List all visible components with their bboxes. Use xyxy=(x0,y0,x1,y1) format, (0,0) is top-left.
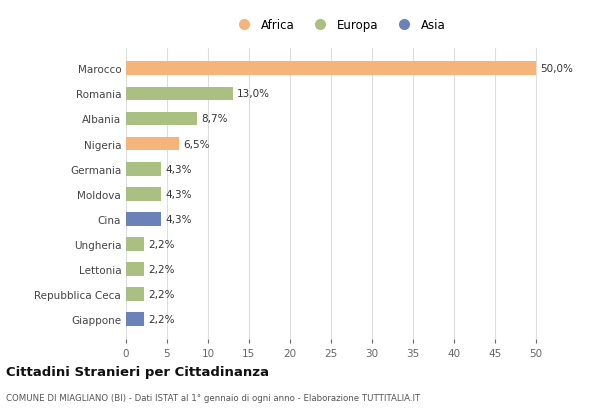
Bar xyxy=(126,238,144,251)
Text: 50,0%: 50,0% xyxy=(540,64,572,74)
Bar xyxy=(126,212,161,226)
Bar xyxy=(126,137,179,151)
Text: 13,0%: 13,0% xyxy=(236,89,269,99)
Text: 2,2%: 2,2% xyxy=(148,264,175,274)
Text: 6,5%: 6,5% xyxy=(184,139,210,149)
Bar xyxy=(126,288,144,301)
Text: COMUNE DI MIAGLIANO (BI) - Dati ISTAT al 1° gennaio di ogni anno - Elaborazione : COMUNE DI MIAGLIANO (BI) - Dati ISTAT al… xyxy=(6,393,420,402)
Text: 4,3%: 4,3% xyxy=(166,164,192,174)
Text: Cittadini Stranieri per Cittadinanza: Cittadini Stranieri per Cittadinanza xyxy=(6,365,269,378)
Legend: Africa, Europa, Asia: Africa, Europa, Asia xyxy=(227,14,451,37)
Text: 2,2%: 2,2% xyxy=(148,290,175,299)
Bar xyxy=(126,187,161,201)
Bar xyxy=(126,312,144,326)
Text: 8,7%: 8,7% xyxy=(202,114,228,124)
Text: 4,3%: 4,3% xyxy=(166,214,192,224)
Bar xyxy=(126,62,536,76)
Text: 2,2%: 2,2% xyxy=(148,239,175,249)
Bar xyxy=(126,263,144,276)
Text: 2,2%: 2,2% xyxy=(148,315,175,324)
Bar xyxy=(126,112,197,126)
Bar xyxy=(126,87,233,101)
Bar xyxy=(126,162,161,176)
Text: 4,3%: 4,3% xyxy=(166,189,192,199)
